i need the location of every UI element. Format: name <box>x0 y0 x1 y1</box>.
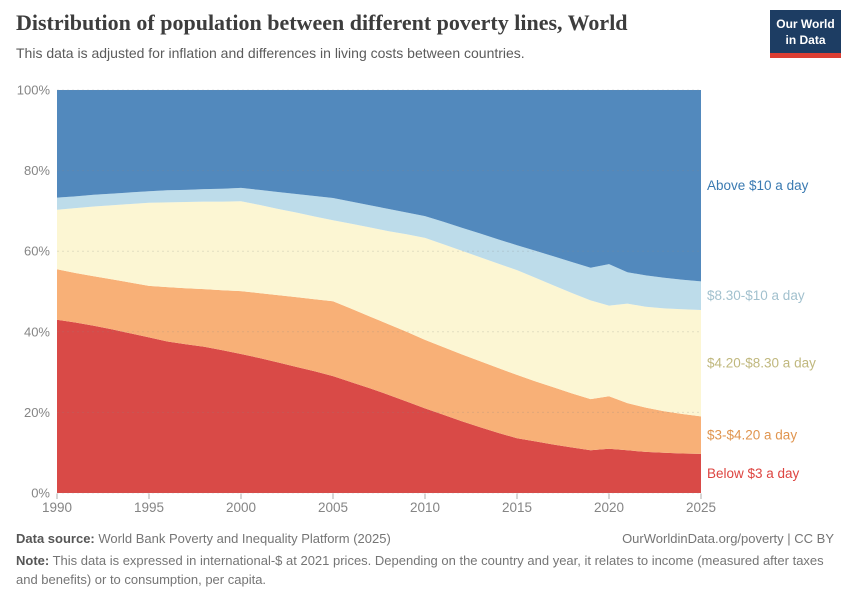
owid-logo: Our World in Data <box>770 10 841 59</box>
y-axis-label-20%: 20% <box>24 405 50 420</box>
x-axis-label-2015: 2015 <box>502 500 532 515</box>
area-above-10-a-day <box>57 90 701 282</box>
area-4-20-8-30-a-day <box>57 201 701 417</box>
area-below-3-a-day <box>57 319 701 493</box>
x-axis-label-2000: 2000 <box>226 500 256 515</box>
x-axis-label-1995: 1995 <box>134 500 164 515</box>
x-axis-label-2010: 2010 <box>410 500 440 515</box>
chart-header: Distribution of population between diffe… <box>16 10 756 63</box>
area-3-4-20-a-day <box>57 269 701 454</box>
note-text: This data is expressed in international-… <box>16 552 824 587</box>
note-label: Note: <box>16 552 50 568</box>
y-axis-label-80%: 80% <box>24 163 50 178</box>
y-axis-label-40%: 40% <box>24 324 50 339</box>
credit-line: OurWorldinData.org/poverty | CC BY <box>622 531 834 546</box>
series-label-3-4-20-a-day: $3-$4.20 a day <box>707 428 797 443</box>
data-source-label: Data source: <box>16 531 95 546</box>
x-axis-label-1990: 1990 <box>42 500 72 515</box>
page-title: Distribution of population between diffe… <box>16 10 628 35</box>
series-label-4-20-8-30-a-day: $4.20-$8.30 a day <box>707 356 816 371</box>
x-axis-label-2025: 2025 <box>686 500 716 515</box>
y-axis-label-60%: 60% <box>24 244 50 259</box>
owid-logo-line2: in Data <box>785 32 826 47</box>
x-axis-label-2005: 2005 <box>318 500 348 515</box>
y-axis-label-100%: 100% <box>17 83 51 98</box>
series-label-below-3-a-day: Below $3 a day <box>707 466 800 481</box>
series-label-above-10-a-day: Above $10 a day <box>707 178 809 193</box>
data-source-text: World Bank Poverty and Inequality Platfo… <box>98 531 391 546</box>
chart-subtitle: This data is adjusted for inflation and … <box>16 45 525 62</box>
x-axis-label-2020: 2020 <box>594 500 624 515</box>
area-8-30-10-a-day <box>57 187 701 310</box>
y-axis-label-0%: 0% <box>31 486 50 501</box>
owid-logo-line1: Our World <box>776 17 835 31</box>
series-label-8-30-10-a-day: $8.30-$10 a day <box>707 288 805 303</box>
data-source-line: Data source: World Bank Poverty and Ineq… <box>16 530 391 549</box>
chart-footer: Data source: World Bank Poverty and Ineq… <box>16 530 834 590</box>
